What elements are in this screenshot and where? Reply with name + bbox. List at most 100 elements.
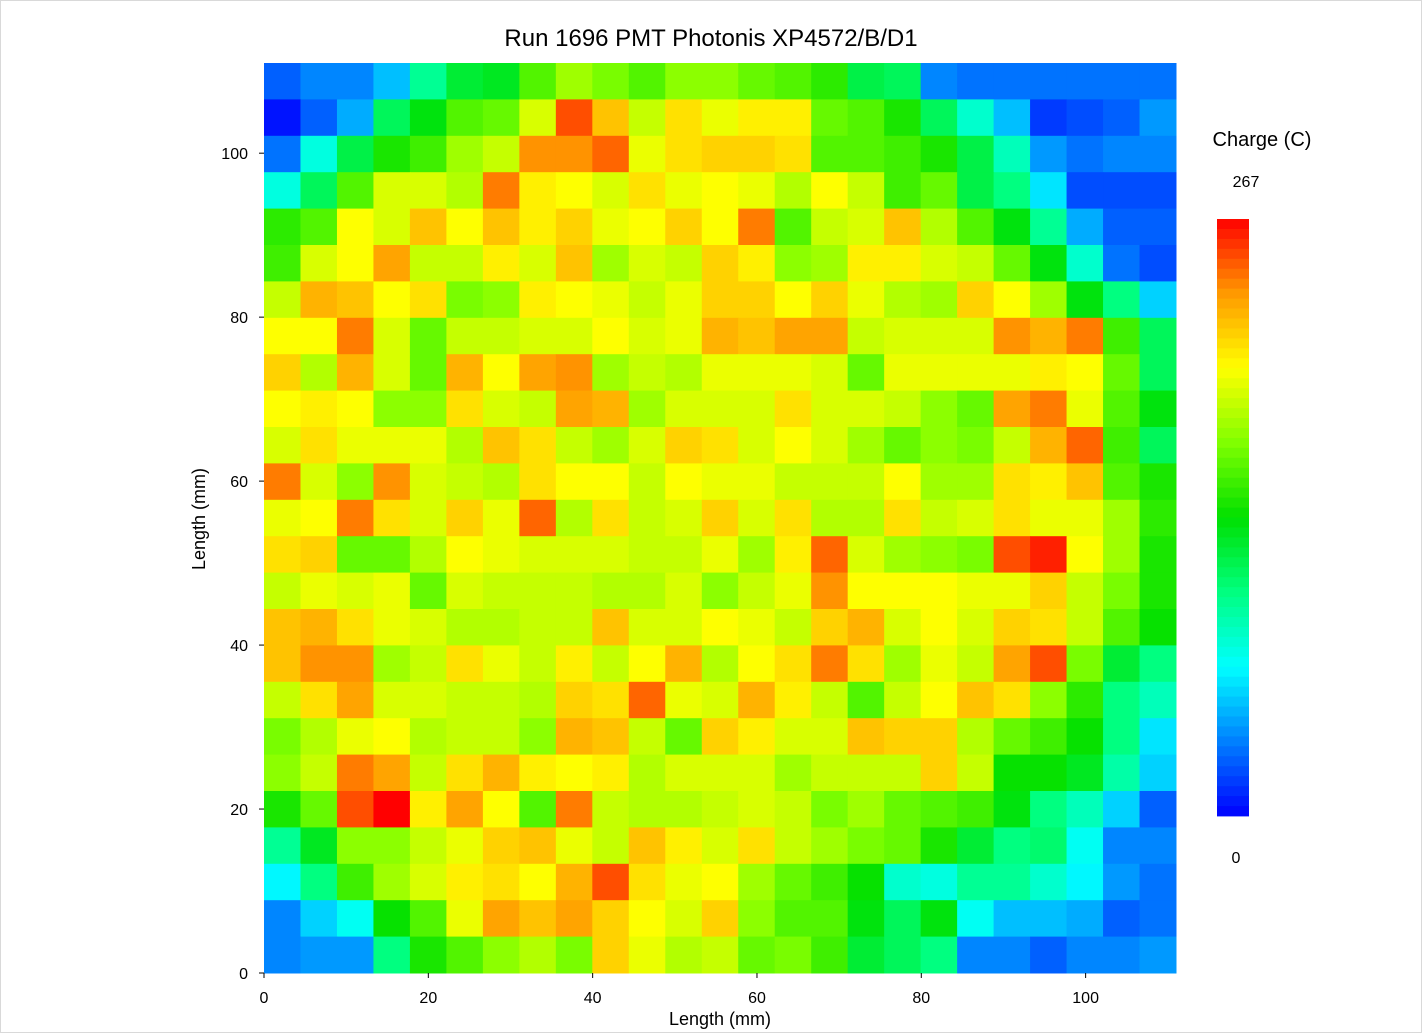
colorbar-band	[1217, 398, 1249, 409]
heatmap-cell	[300, 354, 338, 392]
heatmap-cell	[446, 791, 484, 828]
heatmap-cell	[1030, 317, 1068, 355]
heatmap-cell	[957, 172, 995, 210]
heatmap-cell	[592, 900, 630, 938]
heatmap-cell	[482, 172, 520, 210]
heatmap-cell	[336, 317, 374, 355]
colorbar-band	[1217, 776, 1249, 787]
heatmap-cell	[738, 281, 776, 319]
heatmap-cell	[373, 681, 411, 719]
heatmap-cell	[884, 354, 922, 392]
heatmap-cell	[774, 791, 812, 828]
heatmap-cell	[847, 791, 885, 828]
heatmap-cell	[774, 681, 812, 719]
heatmap-cell	[409, 499, 447, 537]
heatmap-cell	[957, 99, 995, 137]
heatmap-cell	[847, 827, 885, 865]
heatmap-cell	[847, 208, 885, 246]
heatmap-cell	[701, 572, 739, 610]
heatmap-cell	[1139, 281, 1177, 319]
heatmap-cell	[993, 863, 1031, 901]
heatmap-cell	[811, 754, 849, 792]
heatmap-cell	[482, 99, 520, 137]
heatmap-cell	[701, 245, 739, 282]
heatmap-cell	[446, 390, 484, 428]
x-tick-label: 20	[419, 990, 437, 1007]
colorbar-band	[1217, 537, 1249, 548]
heatmap-cell	[300, 718, 338, 756]
heatmap-cell	[1030, 390, 1068, 428]
heatmap-cell	[1139, 827, 1177, 865]
heatmap-cell	[811, 463, 849, 501]
colorbar-band	[1217, 378, 1249, 389]
y-tick-label: 20	[230, 802, 248, 819]
heatmap-cell	[1139, 791, 1177, 828]
heatmap-cell	[555, 609, 593, 646]
heatmap-cell	[519, 390, 557, 428]
heatmap-cell	[482, 718, 520, 756]
heatmap-cell	[884, 681, 922, 719]
heatmap-cell	[738, 681, 776, 719]
heatmap-cell	[1030, 63, 1068, 100]
heatmap-cell	[555, 681, 593, 719]
heatmap-cell	[811, 172, 849, 210]
heatmap-cell	[336, 936, 374, 974]
heatmap-cell	[1103, 536, 1141, 574]
heatmap-cell	[1030, 536, 1068, 574]
y-tick-label: 100	[221, 146, 248, 163]
heatmap-cell	[920, 390, 958, 428]
heatmap-cell	[373, 718, 411, 756]
heatmap-cell	[665, 354, 703, 392]
heatmap-cell	[993, 681, 1031, 719]
heatmap-cell	[738, 427, 776, 464]
x-axis-label: Length (mm)	[669, 1009, 771, 1029]
heatmap-cell	[1103, 354, 1141, 392]
heatmap-cell	[1066, 390, 1104, 428]
heatmap-cell	[592, 863, 630, 901]
heatmap-cell	[993, 754, 1031, 792]
heatmap-cell	[555, 463, 593, 501]
heatmap-cell	[738, 135, 776, 173]
heatmap-cell	[884, 499, 922, 537]
heatmap-cell	[920, 609, 958, 646]
heatmap-cell	[1103, 827, 1141, 865]
heatmap-cell	[409, 754, 447, 792]
heatmap-cell	[847, 317, 885, 355]
heatmap-cell	[300, 63, 338, 100]
heatmap-cell	[264, 499, 301, 537]
heatmap-cell	[811, 681, 849, 719]
heatmap-cell	[920, 499, 958, 537]
heatmap-cell	[811, 936, 849, 974]
heatmap-cell	[446, 681, 484, 719]
heatmap-cell	[409, 281, 447, 319]
heatmap-cell	[1103, 718, 1141, 756]
colorbar-band	[1217, 547, 1249, 558]
heatmap-cell	[811, 354, 849, 392]
heatmap-cell	[920, 791, 958, 828]
heatmap-cell	[482, 135, 520, 173]
heatmap-cell	[738, 936, 776, 974]
colorbar-min-label: 0	[1232, 850, 1241, 867]
heatmap-cell	[957, 718, 995, 756]
heatmap-cell	[993, 427, 1031, 464]
heatmap-cell	[555, 718, 593, 756]
heatmap-cell	[738, 609, 776, 646]
heatmap-cell	[1066, 208, 1104, 246]
heatmap-cell	[1139, 645, 1177, 683]
heatmap-cell	[519, 718, 557, 756]
heatmap-cell	[336, 754, 374, 792]
heatmap-cell	[264, 718, 301, 756]
heatmap-cell	[920, 317, 958, 355]
heatmap-cell	[592, 63, 630, 100]
heatmap-cell	[264, 900, 301, 938]
colorbar-band	[1217, 656, 1249, 668]
heatmap-cell	[519, 281, 557, 319]
heatmap-cell	[264, 245, 301, 282]
heatmap-cell	[300, 135, 338, 173]
heatmap-cell	[1139, 427, 1177, 464]
heatmap-cell	[774, 572, 812, 610]
heatmap-cell	[1103, 754, 1141, 792]
heatmap-cell	[1103, 99, 1141, 137]
heatmap-cell	[811, 718, 849, 756]
